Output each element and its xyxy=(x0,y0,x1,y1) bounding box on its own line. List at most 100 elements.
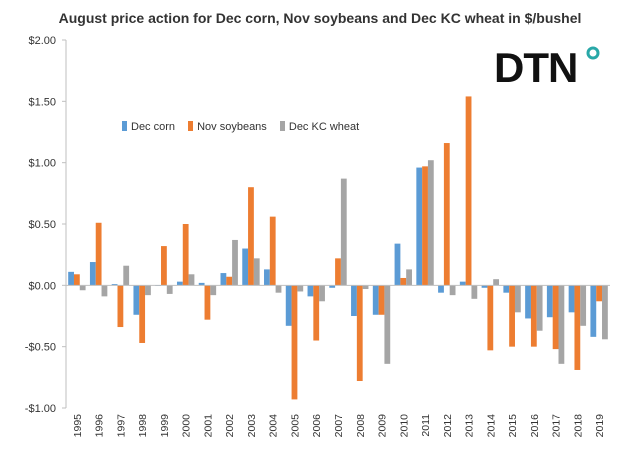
bar-nov-soybeans-2017 xyxy=(552,285,559,350)
bar-dec-kc-wheat-2008 xyxy=(362,285,369,290)
bar-dec-corn-2012 xyxy=(438,285,444,293)
bar-dec-corn-1997 xyxy=(111,284,118,286)
bar-nov-soybeans-2011 xyxy=(422,166,428,286)
bar-dec-kc-wheat-1997 xyxy=(123,265,130,286)
y-tick-label: $1.50 xyxy=(28,96,56,108)
x-tick-label: 1995 xyxy=(72,414,84,438)
bar-nov-soybeans-2000 xyxy=(182,224,189,286)
y-tick-label: $0.50 xyxy=(28,219,56,231)
bar-nov-soybeans-2010 xyxy=(400,277,407,286)
bar-dec-kc-wheat-2003 xyxy=(253,258,260,286)
dtn-logo: DTN xyxy=(494,44,604,91)
bar-dec-corn-2019 xyxy=(590,285,597,337)
y-tick-label: $2.00 xyxy=(28,35,56,47)
x-axis: 1995 1996 1997 1998 1999 2000 2001 2002 2003 2004… xyxy=(66,284,610,438)
bar-dec-corn-2002 xyxy=(220,273,227,286)
bar-dec-kc-wheat-2000 xyxy=(188,274,195,286)
bar-dec-corn-2011 xyxy=(416,167,423,286)
bar-dec-kc-wheat-2005 xyxy=(297,285,304,292)
bar-nov-soybeans-2006 xyxy=(313,285,320,341)
bar-dec-kc-wheat-2010 xyxy=(406,269,412,286)
bar-dec-corn-2005 xyxy=(285,285,292,326)
bar-dec-corn-2016 xyxy=(525,285,531,319)
bar-dec-kc-wheat-2015 xyxy=(514,285,521,313)
bar-nov-soybeans-2019 xyxy=(596,285,603,302)
x-tick-label: 2005 xyxy=(290,414,302,438)
y-tick-label: $0.00 xyxy=(28,280,56,292)
bar-nov-soybeans-2001 xyxy=(204,285,211,320)
x-tick-label: 2004 xyxy=(268,414,280,438)
x-tick-label: 2014 xyxy=(485,414,497,438)
legend-label-nov-soybeans: Nov soybeans xyxy=(197,121,267,133)
x-tick-label: 2018 xyxy=(572,414,584,438)
x-tick-label: 2015 xyxy=(507,414,519,438)
bar-dec-kc-wheat-1996 xyxy=(101,285,108,297)
x-tick-label: 1996 xyxy=(94,414,106,438)
y-axis: $2.00 $1.50 $1.00 $0.50 $0.00 -$0.50 -$1.00 xyxy=(25,35,67,415)
legend-item-dec-corn: Dec corn xyxy=(122,121,175,133)
bar-nov-soybeans-2008 xyxy=(356,285,363,382)
bar-nov-soybeans-1999 xyxy=(161,246,167,286)
legend-item-dec-kc-wheat: Dec KC wheat xyxy=(279,121,359,133)
x-tick-label: 1997 xyxy=(115,414,127,438)
bar-dec-corn-2008 xyxy=(351,285,357,316)
x-tick-label: 2019 xyxy=(594,414,606,438)
bar-dec-kc-wheat-2004 xyxy=(275,285,282,293)
x-tick-label: 2002 xyxy=(224,414,236,438)
bar-dec-corn-2004 xyxy=(264,269,270,286)
x-tick-label: 2010 xyxy=(398,414,410,438)
bar-dec-corn-2013 xyxy=(459,281,466,286)
bar-nov-soybeans-2018 xyxy=(574,285,581,370)
legend-swatch-dec-corn xyxy=(122,121,127,131)
bar-dec-kc-wheat-2016 xyxy=(536,285,543,331)
bar-dec-kc-wheat-2001 xyxy=(210,285,217,296)
bar-nov-soybeans-2003 xyxy=(248,187,254,286)
bar-nov-soybeans-2002 xyxy=(226,276,233,286)
bar-dec-kc-wheat-2009 xyxy=(384,285,391,364)
bar-nov-soybeans-2014 xyxy=(487,285,494,351)
bar-dec-kc-wheat-2011 xyxy=(427,160,434,286)
x-tick-label: 1998 xyxy=(137,414,149,438)
bar-dec-kc-wheat-2002 xyxy=(232,239,238,286)
x-tick-label: 2012 xyxy=(442,414,454,438)
legend: Dec corn Nov soybeans Dec KC wheat xyxy=(122,121,369,133)
bar-nov-soybeans-2013 xyxy=(465,96,472,286)
bar-dec-kc-wheat-2013 xyxy=(471,285,478,299)
bar-nov-soybeans-2007 xyxy=(335,258,341,286)
bar-dec-corn-2006 xyxy=(307,285,314,297)
bar-dec-corn-2010 xyxy=(394,243,401,286)
x-tick-label: 2008 xyxy=(355,414,367,438)
x-tick-label: 2006 xyxy=(311,414,323,438)
y-tick-label: -$0.50 xyxy=(25,342,56,354)
legend-swatch-dec-kc-wheat xyxy=(279,121,285,131)
bar-nov-soybeans-2012 xyxy=(443,143,450,286)
bar-dec-kc-wheat-2019 xyxy=(602,285,608,340)
x-tick-label: 2011 xyxy=(420,414,432,437)
bar-dec-corn-1996 xyxy=(89,262,96,286)
bar-nov-soybeans-1995 xyxy=(73,274,80,286)
bar-dec-corn-2017 xyxy=(546,285,553,318)
bar-dec-kc-wheat-1999 xyxy=(166,285,173,294)
bar-dec-kc-wheat-2012 xyxy=(449,285,456,296)
x-tick-label: 2009 xyxy=(377,414,389,438)
bar-dec-kc-wheat-2014 xyxy=(493,279,500,286)
bars xyxy=(68,96,608,400)
legend-label-dec-corn: Dec corn xyxy=(131,121,176,133)
bar-dec-corn-2014 xyxy=(481,285,488,288)
x-tick-label: 2001 xyxy=(202,414,214,438)
x-tick-label: 1999 xyxy=(159,414,171,438)
bar-nov-soybeans-1996 xyxy=(95,222,102,286)
y-tick-label: -$1.00 xyxy=(25,403,56,415)
bar-nov-soybeans-2015 xyxy=(509,285,515,347)
bar-nov-soybeans-2004 xyxy=(269,216,276,286)
bar-dec-corn-2018 xyxy=(568,285,575,313)
bar-dec-corn-2007 xyxy=(329,285,336,288)
bar-dec-kc-wheat-1995 xyxy=(79,285,86,291)
svg-text:DTN: DTN xyxy=(494,44,577,88)
bar-nov-soybeans-2009 xyxy=(378,285,385,315)
x-tick-label: 2013 xyxy=(464,414,476,438)
x-tick-label: 2007 xyxy=(333,414,345,438)
legend-item-nov-soybeans: Nov soybeans xyxy=(188,121,267,133)
